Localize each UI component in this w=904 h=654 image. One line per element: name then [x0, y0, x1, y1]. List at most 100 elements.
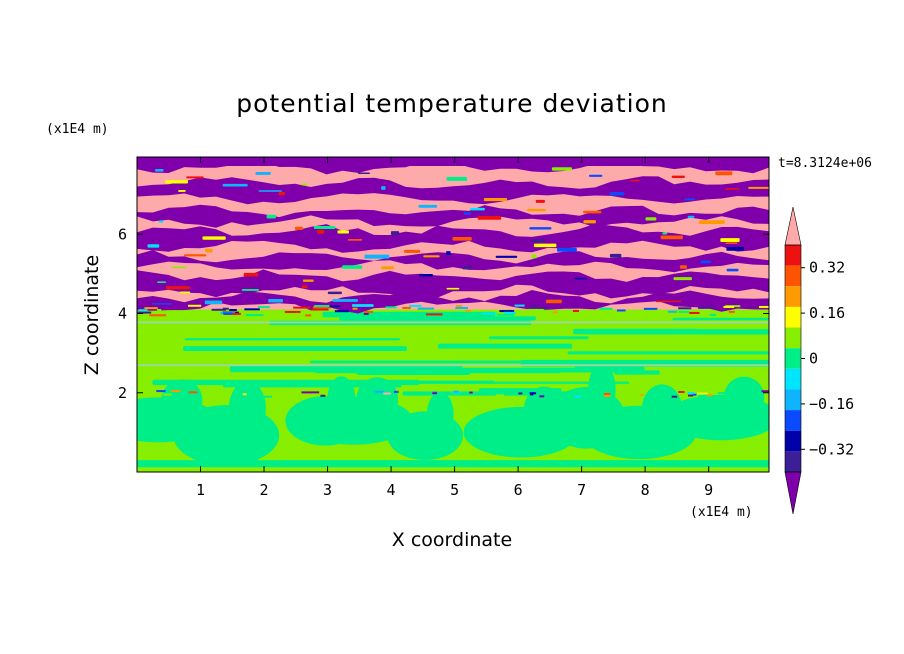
- x-tick-label: 7: [577, 481, 586, 499]
- x-axis-label: X coordinate: [392, 529, 512, 551]
- upper-streak: [222, 183, 248, 187]
- interface-streak: [156, 309, 162, 312]
- mid-streak: [388, 365, 452, 369]
- upper-streak: [495, 255, 518, 258]
- interface-streak: [643, 307, 658, 310]
- interface-streak: [244, 308, 260, 311]
- interface-streak: [689, 311, 700, 314]
- upper-streak: [477, 215, 502, 220]
- interface-streak: [723, 305, 735, 308]
- mid-streak: [672, 317, 769, 321]
- interface-speck: [320, 394, 326, 397]
- colorbar-tick-label: 0: [809, 350, 818, 368]
- interface-streak: [667, 310, 678, 313]
- upper-streak: [186, 176, 204, 179]
- mid-streak: [314, 368, 562, 374]
- upper-streak: [347, 239, 363, 241]
- upper-streak: [463, 212, 472, 215]
- upper-streak: [205, 248, 213, 253]
- interface-speck: [188, 391, 198, 394]
- upper-streak: [178, 190, 186, 192]
- interface-speck: [592, 393, 599, 396]
- mid-streak: [184, 338, 401, 341]
- upper-streak: [533, 243, 557, 248]
- upper-streak: [381, 266, 394, 270]
- interface-streak: [496, 313, 515, 316]
- upper-streak: [183, 254, 207, 257]
- upper-streak: [446, 176, 468, 181]
- interface-speck: [703, 394, 713, 397]
- purple-band: [137, 250, 769, 273]
- interface-streak: [740, 311, 747, 314]
- interface-streak: [728, 310, 735, 313]
- upper-streak: [551, 167, 573, 171]
- upper-streak: [302, 279, 314, 282]
- colorbar-segment: [785, 265, 801, 287]
- colorbar-tick-label: 0.32: [809, 259, 845, 277]
- chart-title: potential temperature deviation: [236, 89, 667, 118]
- interface-streak: [425, 313, 443, 316]
- mid-streak: [437, 343, 573, 349]
- upper-streak: [155, 168, 164, 172]
- upper-streak: [529, 227, 552, 230]
- upper-streak: [258, 190, 283, 192]
- upper-streak: [724, 188, 740, 190]
- mid-streak: [573, 328, 699, 335]
- upper-streak: [165, 286, 190, 290]
- interface-streak: [417, 307, 434, 310]
- interface-speck: [469, 391, 473, 394]
- interface-streak: [257, 306, 270, 309]
- upper-streak: [202, 236, 226, 240]
- colorbar-segment: [785, 327, 801, 349]
- interface-streak: [293, 306, 311, 309]
- upper-streak: [157, 281, 167, 283]
- y-axis-label: Z coordinate: [81, 255, 103, 375]
- surface-band: [137, 460, 769, 472]
- interface-streak: [455, 306, 468, 309]
- colorbar-segment: [785, 368, 801, 390]
- lower-blob-arm: [426, 391, 454, 436]
- upper-streak: [645, 217, 657, 221]
- upper-streak: [313, 226, 336, 230]
- upper-streak: [332, 299, 358, 302]
- y-tick-label: 6: [118, 225, 127, 243]
- upper-streak: [268, 299, 283, 303]
- y-axis: 2 4 6: [118, 225, 769, 402]
- interface-speck: [383, 392, 391, 395]
- upper-streak: [679, 265, 687, 269]
- upper-streak: [147, 244, 160, 248]
- interface-streak: [709, 313, 717, 316]
- interface-speck: [640, 393, 644, 396]
- interface-streak: [222, 307, 229, 310]
- interface-streak: [698, 306, 714, 309]
- interface-speck: [671, 395, 678, 398]
- mid-streak: [614, 370, 660, 375]
- interface-streak: [537, 307, 547, 310]
- interface-streak: [137, 311, 152, 314]
- upper-streak: [583, 220, 596, 224]
- top-band: [137, 157, 769, 166]
- upper-streak: [687, 215, 695, 219]
- interface-streak: [616, 309, 626, 312]
- colorbar-tick-label: 0.16: [809, 304, 845, 322]
- interface-speck: [518, 392, 523, 395]
- mid-streak: [567, 351, 769, 355]
- interface-streak: [572, 310, 579, 313]
- mid-line: [137, 321, 769, 324]
- interface-streak: [284, 310, 301, 313]
- colorbar-segment: [785, 430, 801, 452]
- interface-streak: [402, 306, 411, 309]
- interface-streak: [352, 307, 358, 310]
- x-tick-label: 8: [641, 481, 650, 499]
- upper-streak: [609, 192, 625, 196]
- plot-frame: [136, 156, 770, 473]
- interface-streak: [245, 314, 264, 317]
- upper-streak: [720, 238, 740, 243]
- interface-streak: [536, 310, 550, 313]
- upper-streak: [531, 239, 545, 243]
- interface-streak: [329, 305, 340, 308]
- upper-streak: [556, 247, 577, 252]
- interface-speck: [539, 395, 545, 398]
- interface-streak: [465, 309, 471, 312]
